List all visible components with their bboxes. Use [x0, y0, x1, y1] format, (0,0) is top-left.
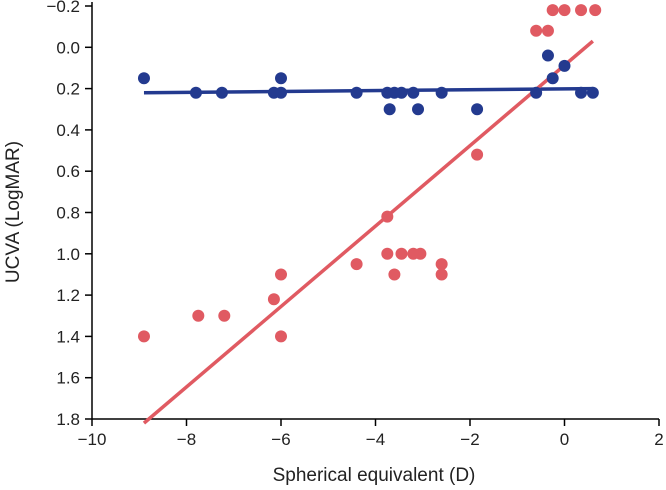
y-tick-label: 0.0: [56, 38, 80, 57]
series-blue-point: [586, 86, 599, 99]
y-axis-title: UCVA (LogMAR): [3, 141, 24, 283]
series-red-point: [275, 268, 287, 281]
series-red-fit-line: [142, 39, 594, 425]
series-red-point: [435, 258, 448, 271]
series-blue-point: [395, 86, 408, 99]
x-tick-label: −6: [271, 430, 290, 449]
series-blue-point: [189, 86, 202, 99]
y-tick-label: −0.2: [46, 0, 80, 16]
series-red-point: [137, 330, 150, 343]
axes: −10 −8 −6 −4 −2 0 2 −0.2 0.0 0.2 0.4 0.6 0.8 1.0 1.2 1.…: [46, 0, 663, 449]
x-tick-label: 0: [560, 430, 569, 449]
series-blue-point: [546, 72, 559, 85]
fit-lines: [142, 39, 594, 425]
series-blue-point: [530, 86, 543, 99]
series-blue-point: [435, 86, 448, 99]
series-blue-point: [215, 86, 228, 99]
series-red-point: [546, 4, 559, 17]
y-tick-label: 0.4: [56, 121, 80, 140]
series-red-point: [388, 268, 401, 281]
series-blue-point: [407, 86, 420, 99]
series-red-point: [267, 293, 280, 306]
series-red-point: [275, 330, 287, 343]
series-red-point: [381, 210, 394, 223]
x-tick-label: −2: [460, 430, 479, 449]
series-red-point: [192, 309, 205, 322]
series-red-point: [218, 309, 231, 322]
series-blue-point: [275, 72, 287, 85]
series-red-point: [350, 258, 363, 271]
series-blue-point: [137, 72, 150, 85]
series-red-point: [414, 247, 427, 260]
y-tick-label: 1.8: [56, 410, 80, 429]
series-red-point: [435, 268, 448, 281]
y-tick-label: 1.6: [56, 369, 80, 388]
series-red-point: [381, 247, 394, 260]
series-red-point: [558, 4, 571, 17]
x-tick-label: −8: [177, 430, 196, 449]
series-blue-point: [412, 103, 425, 116]
data-points: [137, 4, 602, 343]
series-blue-point: [350, 86, 363, 99]
y-tick-label: 1.4: [56, 327, 80, 346]
x-axis-title: Spherical equivalent (D): [273, 465, 476, 486]
series-blue-point: [383, 103, 396, 116]
y-tick-label: 1.2: [56, 286, 80, 305]
series-blue-point: [541, 49, 554, 62]
series-red-point: [541, 24, 554, 37]
y-tick-label: 1.0: [56, 245, 80, 264]
x-tick-label: 2: [654, 430, 663, 449]
series-red-point: [530, 24, 543, 37]
y-tick-label: 0.2: [56, 80, 80, 99]
series-red-point: [575, 4, 588, 17]
series-red-point: [395, 247, 408, 260]
y-tick-label: 0.6: [56, 162, 80, 181]
x-tick-label: −4: [366, 430, 385, 449]
y-tick-label: 0.8: [56, 204, 80, 223]
series-blue-point: [275, 86, 287, 99]
series-blue-point: [575, 86, 588, 99]
series-blue-point: [558, 59, 571, 72]
series-blue-point: [471, 103, 484, 116]
x-tick-label: −10: [78, 430, 107, 449]
series-blue-fit-line: [143, 86, 593, 95]
series-red-point: [589, 4, 602, 17]
series-red-point: [471, 148, 484, 161]
